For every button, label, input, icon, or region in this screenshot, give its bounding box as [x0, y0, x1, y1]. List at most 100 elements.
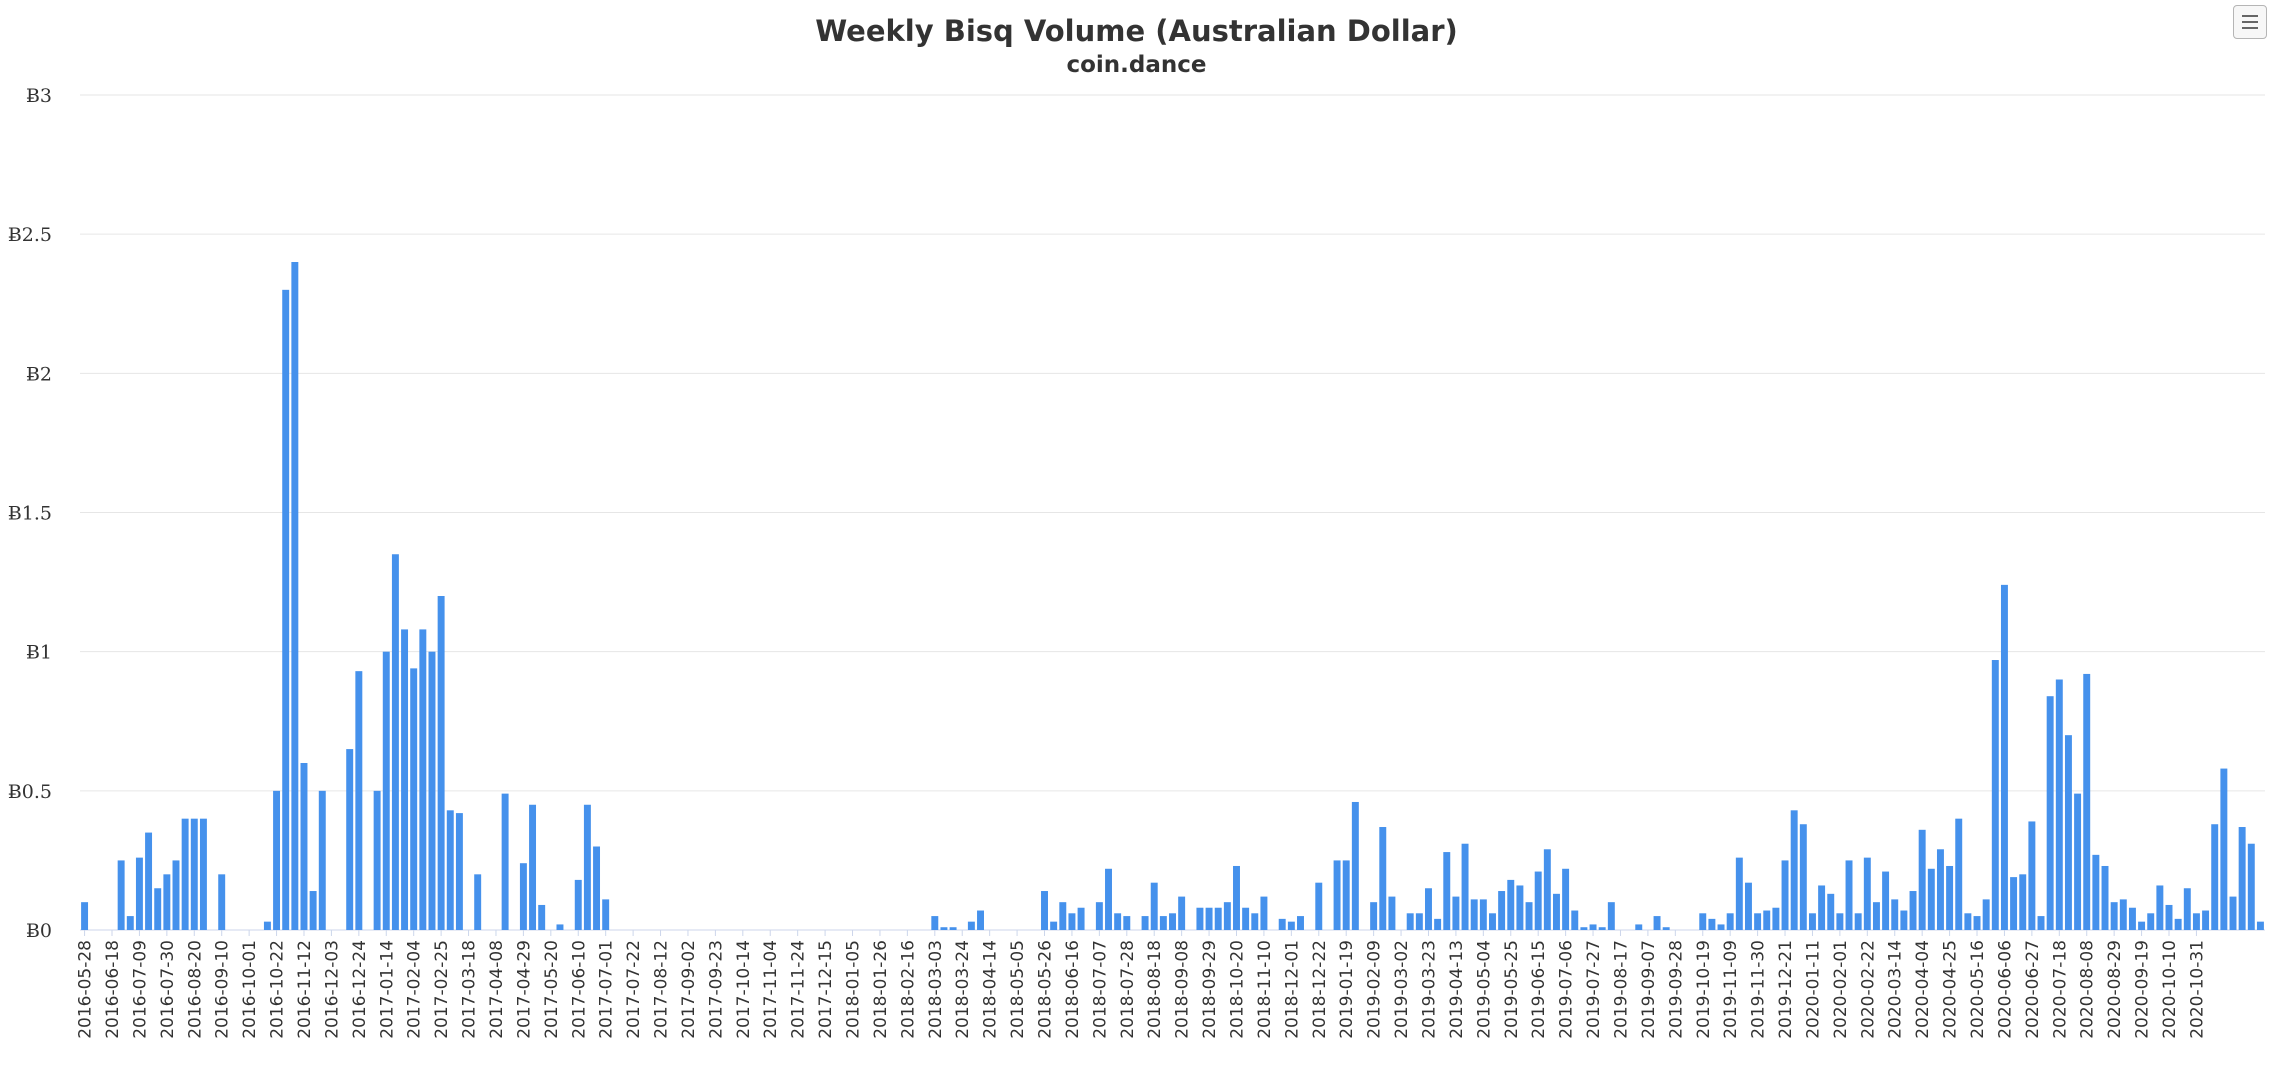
bar[interactable] — [1964, 913, 1972, 930]
bar[interactable] — [2074, 793, 2082, 930]
bar[interactable] — [2183, 888, 2191, 930]
bar[interactable] — [2046, 696, 2054, 930]
bar[interactable] — [1763, 910, 1771, 930]
bar[interactable] — [1827, 893, 1835, 930]
bar[interactable] — [1543, 849, 1551, 930]
bar[interactable] — [1982, 899, 1990, 930]
bar[interactable] — [1891, 899, 1899, 930]
bar[interactable] — [583, 804, 591, 930]
bar[interactable] — [1799, 824, 1807, 930]
bar[interactable] — [1854, 913, 1862, 930]
bar[interactable] — [1434, 918, 1442, 930]
bar[interactable] — [181, 818, 189, 930]
bar[interactable] — [1772, 907, 1780, 930]
bar[interactable] — [2247, 843, 2255, 930]
bar[interactable] — [145, 832, 153, 930]
bar[interactable] — [135, 857, 143, 930]
bar[interactable] — [1946, 865, 1954, 930]
bar[interactable] — [556, 924, 564, 930]
bar[interactable] — [1425, 888, 1432, 930]
bar[interactable] — [1489, 913, 1496, 930]
bar[interactable] — [218, 874, 226, 930]
bar[interactable] — [1315, 882, 1323, 930]
bar[interactable] — [1534, 871, 1542, 930]
bar[interactable] — [2101, 865, 2109, 930]
bar[interactable] — [2092, 854, 2100, 930]
bar[interactable] — [1205, 907, 1213, 930]
bar[interactable] — [1105, 868, 1112, 930]
bar[interactable] — [318, 790, 326, 930]
bar[interactable] — [81, 902, 89, 930]
bar[interactable] — [291, 262, 299, 930]
bar[interactable] — [1242, 907, 1250, 930]
bar[interactable] — [1196, 907, 1204, 930]
bar[interactable] — [1333, 860, 1341, 930]
bar[interactable] — [1708, 918, 1716, 930]
bar[interactable] — [1370, 902, 1378, 930]
bar[interactable] — [190, 818, 198, 930]
bar[interactable] — [1991, 660, 1999, 930]
bar[interactable] — [1882, 871, 1890, 930]
bar[interactable] — [1498, 891, 1506, 930]
bar[interactable] — [2138, 921, 2146, 930]
bar[interactable] — [1598, 927, 1606, 930]
bar[interactable] — [1607, 902, 1615, 930]
bar[interactable] — [1388, 896, 1396, 930]
bar[interactable] — [1351, 801, 1359, 930]
bar[interactable] — [1845, 860, 1853, 930]
bar[interactable] — [501, 793, 509, 930]
bar[interactable] — [199, 818, 207, 930]
bar[interactable] — [355, 671, 363, 930]
bar[interactable] — [1470, 899, 1478, 930]
bar[interactable] — [2119, 899, 2127, 930]
bar[interactable] — [1717, 924, 1725, 930]
bar[interactable] — [309, 891, 317, 930]
bar[interactable] — [1297, 916, 1304, 930]
bar[interactable] — [2238, 827, 2246, 930]
bar[interactable] — [593, 846, 601, 931]
bar[interactable] — [1580, 927, 1588, 930]
bar[interactable] — [1169, 913, 1176, 930]
bar[interactable] — [1461, 843, 1469, 930]
bar[interactable] — [1781, 860, 1789, 930]
bar[interactable] — [1872, 902, 1880, 930]
bar[interactable] — [154, 888, 162, 930]
bar[interactable] — [455, 813, 463, 930]
bar[interactable] — [1525, 902, 1533, 930]
bar[interactable] — [1114, 913, 1122, 930]
bar[interactable] — [2019, 874, 2027, 930]
bar[interactable] — [977, 910, 984, 930]
bar[interactable] — [2064, 735, 2072, 930]
bar[interactable] — [1790, 810, 1798, 930]
bar[interactable] — [1699, 913, 1707, 930]
bar[interactable] — [1150, 882, 1158, 930]
bar[interactable] — [1744, 882, 1752, 930]
bar[interactable] — [1927, 868, 1935, 930]
bar[interactable] — [1059, 902, 1067, 930]
bar[interactable] — [1571, 910, 1579, 930]
bar[interactable] — [2055, 679, 2063, 931]
bar[interactable] — [1251, 913, 1259, 930]
bar[interactable] — [949, 927, 957, 930]
bar[interactable] — [419, 629, 427, 930]
bar[interactable] — [1342, 860, 1350, 930]
bar[interactable] — [2174, 918, 2182, 930]
bar[interactable] — [474, 874, 482, 930]
bar[interactable] — [538, 904, 546, 930]
bar[interactable] — [2220, 768, 2228, 930]
bar[interactable] — [373, 790, 381, 930]
bar[interactable] — [300, 763, 308, 930]
bar[interactable] — [1077, 907, 1085, 930]
bar[interactable] — [1050, 921, 1058, 930]
bar[interactable] — [1754, 913, 1762, 930]
bar[interactable] — [1178, 896, 1186, 930]
bar[interactable] — [2202, 910, 2210, 930]
bar[interactable] — [2028, 821, 2036, 930]
bar[interactable] — [117, 860, 125, 930]
bar[interactable] — [1443, 852, 1451, 930]
bar[interactable] — [2010, 877, 2018, 930]
bar[interactable] — [172, 860, 180, 930]
bar[interactable] — [391, 554, 399, 930]
bar[interactable] — [2192, 913, 2200, 930]
bar[interactable] — [2110, 902, 2118, 930]
